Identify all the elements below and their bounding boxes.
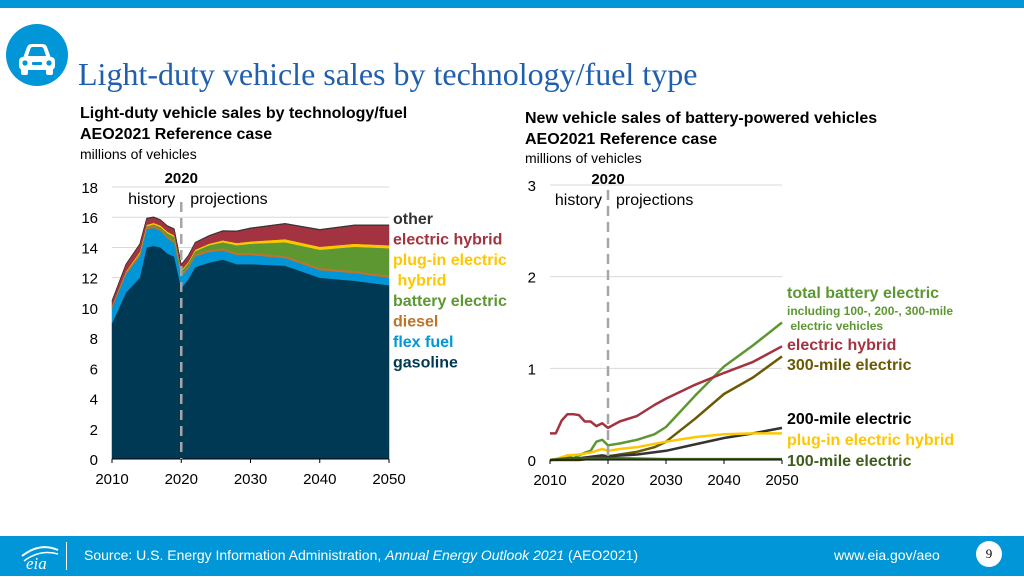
y-tick-label: 4 xyxy=(90,392,98,409)
y-tick-label: 2 xyxy=(90,422,98,439)
y-tick-label: 14 xyxy=(81,240,98,257)
right-chart-unit: millions of vehicles xyxy=(525,150,642,166)
right-chart-subtitle: New vehicle sales of battery-powered veh… xyxy=(525,110,878,127)
history-label: history xyxy=(555,192,602,209)
source-text: Source: U.S. Energy Information Administ… xyxy=(84,547,639,563)
history-label: history xyxy=(128,191,175,208)
stacked-area-chart: 0 2 4 6 8 10 12 14 16 18 2010 2020 2030 2040 2050 2020 h… xyxy=(81,170,507,488)
left-chart-unit: millions of vehicles xyxy=(80,146,197,162)
y-tick-label: 3 xyxy=(528,178,536,195)
website-link[interactable]: www.eia.gov/aeo xyxy=(834,547,940,563)
y-tick-label: 8 xyxy=(90,331,98,348)
x-tick-label: 2040 xyxy=(707,472,740,489)
y-tick-label: 0 xyxy=(528,453,536,470)
y-tick-label: 16 xyxy=(81,210,98,227)
line-100-mile-electric xyxy=(549,456,782,462)
line-200-mile-electric xyxy=(549,426,783,462)
x-tick-label: 2010 xyxy=(533,472,566,489)
y-tick-label: 18 xyxy=(81,180,98,197)
legend-100-mile-electric: 100-mile electric xyxy=(787,453,912,470)
right-chart-case: AEO2021 Reference case xyxy=(525,131,718,148)
divider-year-label: 2020 xyxy=(591,171,624,188)
legend-total-battery-electric: total battery electric xyxy=(787,285,939,302)
area-other xyxy=(111,216,390,302)
legend-200-mile-electric: 200-mile electric xyxy=(787,411,912,428)
legend-300-mile-electric: 300-mile electric xyxy=(787,357,912,374)
x-tick-label: 2040 xyxy=(303,471,336,488)
legend-gasoline: gasoline xyxy=(393,355,458,372)
projections-label: projections xyxy=(190,191,267,208)
y-tick-label: 0 xyxy=(90,452,98,469)
x-tick-label: 2020 xyxy=(591,472,624,489)
battery-line-chart: 0 1 2 3 2010 2020 2030 2040 2050 2020 history proje… xyxy=(528,171,954,489)
line-electric-hybrid xyxy=(550,345,783,435)
page-number: 9 xyxy=(976,541,1002,567)
x-tick-label: 2020 xyxy=(165,471,198,488)
legend-other: other xyxy=(393,211,433,228)
legend-flex-fuel: flex fuel xyxy=(393,334,453,351)
x-tick-label: 2030 xyxy=(234,471,267,488)
x-tick-label: 2010 xyxy=(95,471,128,488)
eia-logo: eia xyxy=(18,540,62,573)
y-tick-label: 6 xyxy=(90,361,98,378)
legend-plug-in-electric-hybrid: plug-in electric hybrid xyxy=(787,432,954,449)
x-tick-label: 2030 xyxy=(649,472,682,489)
y-tick-label: 10 xyxy=(81,301,98,318)
x-tick-label: 2050 xyxy=(765,472,798,489)
left-chart-subtitle: Light-duty vehicle sales by technology/f… xyxy=(80,105,408,122)
legend-plug-in-electric-hybrid: plug-in electric hybrid xyxy=(393,252,507,290)
legend-battery-electric: battery electric xyxy=(393,293,507,310)
line-300-mile-electric xyxy=(550,355,783,462)
y-tick-label: 12 xyxy=(81,271,98,288)
legend-diesel: diesel xyxy=(393,314,438,331)
line-plug-in-electric-hybrid xyxy=(549,432,782,462)
y-tick-label: 1 xyxy=(528,361,536,378)
x-tick-label: 2050 xyxy=(372,471,405,488)
projections-label: projections xyxy=(616,192,693,209)
source-report-title: Annual Energy Outlook 2021 xyxy=(385,547,565,563)
footer-divider xyxy=(66,542,67,570)
divider-year-label: 2020 xyxy=(165,170,198,187)
left-chart-case: AEO2021 Reference case xyxy=(80,126,273,143)
page-title: Light-duty vehicle sales by technology/f… xyxy=(78,56,698,92)
legend-including-100-200-300-mile-electric-vehicles: including 100-, 200-, 300-mile electric … xyxy=(787,304,953,333)
y-tick-label: 2 xyxy=(528,270,536,287)
car-icon xyxy=(6,24,68,86)
legend-electric-hybrid: electric hybrid xyxy=(393,232,502,249)
line-total-battery-electric xyxy=(549,321,783,462)
legend-electric-hybrid: electric hybrid xyxy=(787,337,896,354)
footer-bar: eia Source: U.S. Energy Information Admi… xyxy=(0,536,1024,576)
svg-text:eia: eia xyxy=(26,554,47,572)
top-accent-bar xyxy=(0,0,1024,8)
